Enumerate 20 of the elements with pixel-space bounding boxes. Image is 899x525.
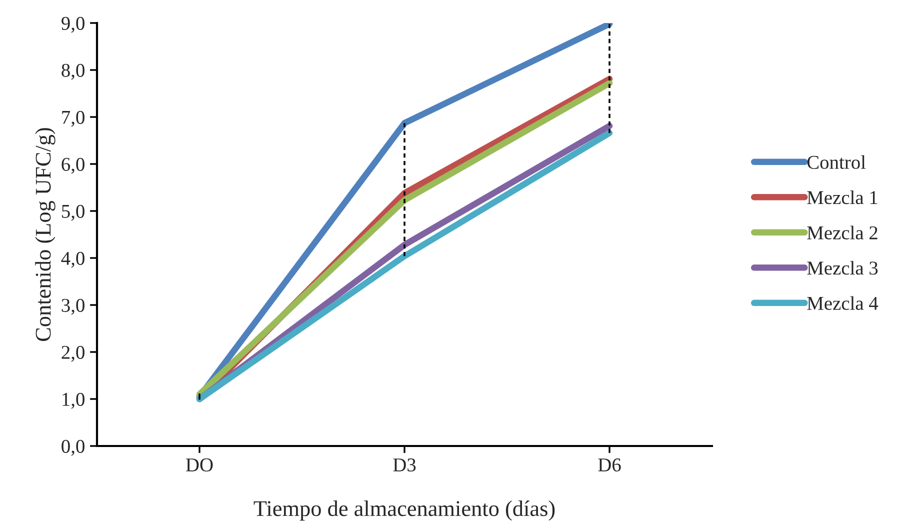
legend-label: Mezcla 4 bbox=[807, 296, 878, 310]
y-tick-label: 8,0 bbox=[62, 64, 84, 80]
legend-label: Control bbox=[807, 155, 866, 169]
y-tick-label: 7,0 bbox=[62, 110, 84, 127]
x-tick-label: D3 bbox=[393, 458, 416, 472]
y-tick-label: 0,0 bbox=[62, 440, 84, 456]
x-tick-label: DO bbox=[186, 458, 213, 472]
x-axis-title: Tiempo de almacenamiento (días) bbox=[254, 500, 555, 521]
legend-label: Mezcla 2 bbox=[807, 226, 878, 240]
legend-label: Mezcla 1 bbox=[807, 190, 878, 204]
y-axis-title: Contenido (Log UFC/g) bbox=[35, 128, 56, 341]
y-tick-label: 3,0 bbox=[62, 298, 84, 315]
y-tick-label: 6,0 bbox=[62, 158, 84, 174]
y-tick-label: 5,0 bbox=[62, 204, 84, 221]
x-tick-label: D6 bbox=[598, 458, 621, 472]
y-tick-label: 9,0 bbox=[62, 16, 84, 33]
y-tick-label: 2,0 bbox=[62, 346, 84, 362]
y-tick-label: 1,0 bbox=[62, 392, 84, 409]
y-tick-label: 4,0 bbox=[61, 252, 84, 268]
legend-label: Mezcla 3 bbox=[807, 260, 878, 275]
